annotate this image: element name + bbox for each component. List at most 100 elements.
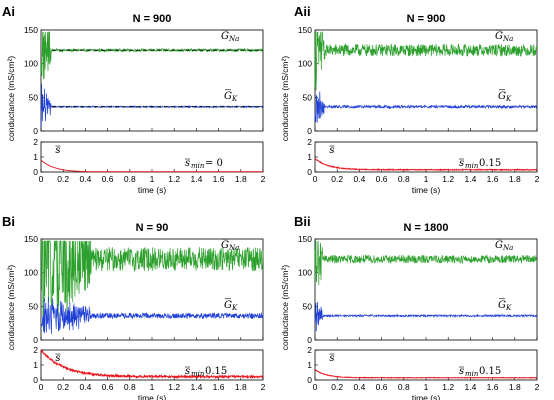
x-tick-label: 0.2 (331, 174, 343, 184)
label-s: s (329, 353, 335, 364)
inset-axes (314, 141, 538, 173)
label-gna-letter: G (495, 31, 503, 42)
x-tick-label: 1.2 (442, 174, 454, 184)
label-smin-letter: s (459, 158, 464, 169)
y-tick-label: 0 (33, 126, 38, 136)
x-tick-label: 0.6 (102, 174, 114, 184)
x-tick-label: 1.6 (213, 382, 225, 392)
y-axis-label: conductance (mS/cm²) (280, 265, 290, 351)
y-tick-label: 150 (298, 25, 312, 35)
x-tick-label: 1.6 (487, 382, 499, 392)
label-gna-letter: G (221, 31, 229, 42)
y-tick-label: 100 (298, 268, 312, 278)
x-tick-label: 0.8 (124, 174, 136, 184)
label-gk-letter: G (224, 91, 232, 102)
series-gk (314, 91, 538, 123)
x-tick-label: 1.4 (190, 382, 202, 392)
y-tick-label: 0 (307, 126, 312, 136)
y-tick-label: 100 (24, 59, 38, 69)
inset-y-tick-label: 1 (33, 152, 38, 162)
label-gk-letter: G (498, 300, 506, 311)
x-tick-label: 0.6 (376, 174, 388, 184)
x-tick-label: 1.2 (168, 174, 180, 184)
y-tick-label: 0 (33, 335, 38, 345)
x-tick-label: 2 (261, 382, 266, 392)
series-gk (40, 296, 264, 334)
main-axes (40, 29, 264, 132)
series-gna (40, 240, 264, 331)
x-tick-label: 0.8 (398, 382, 410, 392)
panel-title: N = 1800 (404, 222, 449, 234)
x-tick-label: 1.6 (213, 174, 225, 184)
x-tick-label: 1.8 (235, 382, 247, 392)
x-tick-label: 0.4 (79, 382, 91, 392)
x-tick-label: 0.8 (124, 382, 136, 392)
label-gna: G Na (221, 29, 239, 43)
x-tick-label: 0.8 (398, 174, 410, 184)
label-gna-sub: Na (502, 35, 513, 43)
label-smin-value: 0.15 (479, 366, 501, 377)
x-tick-label: 1 (150, 174, 155, 184)
x-tick-label: 1.8 (509, 382, 521, 392)
series-gna (314, 31, 538, 91)
label-smin-sub: min (465, 162, 479, 170)
inset-y-tick-label: 0 (33, 167, 38, 177)
x-tick-label: 1.8 (235, 174, 247, 184)
inset-y-tick-label: 1 (307, 360, 312, 370)
inset-y-tick-label: 2 (307, 137, 312, 147)
x-tick-label: 0.2 (331, 382, 343, 392)
y-tick-label: 150 (298, 234, 312, 244)
x-tick-label: 1.8 (509, 174, 521, 184)
x-tick-label: 1.4 (464, 382, 476, 392)
x-tick-label: 0.6 (376, 382, 388, 392)
label-gna: G Na (495, 238, 513, 252)
label-smin-value: 0.15 (205, 366, 227, 377)
x-tick-label: 0.2 (57, 174, 69, 184)
y-axis-label: conductance (mS/cm²) (6, 56, 16, 142)
label-gk-sub: K (231, 95, 238, 103)
x-tick-label: 1.6 (487, 174, 499, 184)
series-s (314, 158, 538, 172)
x-axis-label: time (s) (138, 393, 167, 400)
panel-letter: Bii (294, 214, 311, 229)
label-smin-letter: s (459, 366, 464, 377)
label-s-letter: s (329, 145, 334, 156)
y-tick-label: 100 (24, 268, 38, 278)
series-gk (314, 301, 538, 332)
label-gna: G Na (221, 238, 239, 252)
label-gna-letter: G (495, 240, 503, 251)
label-s: s (55, 353, 61, 364)
label-smin-sub: min (465, 370, 479, 378)
label-gna: G Na (495, 29, 513, 43)
x-tick-label: 2 (261, 174, 266, 184)
label-smin: s min = 0 (185, 158, 223, 170)
panel-letter: Ai (2, 4, 15, 19)
label-smin-value: 0.15 (479, 158, 501, 169)
inset-axes (40, 141, 264, 173)
label-smin-value: = 0 (205, 158, 223, 169)
panel-letter: Bi (2, 214, 15, 229)
series-gk (40, 83, 264, 128)
inset-y-tick-label: 0 (307, 167, 312, 177)
y-tick-label: 50 (29, 92, 39, 102)
label-s: s (55, 145, 61, 156)
x-tick-label: 0.2 (57, 382, 69, 392)
label-smin-sub: min (191, 370, 205, 378)
series-s (40, 349, 264, 380)
inset-y-tick-label: 2 (33, 137, 38, 147)
label-smin-letter: s (185, 366, 190, 377)
x-tick-label: 1.4 (190, 174, 202, 184)
label-s-letter: s (55, 353, 60, 364)
label-smin-letter: s (185, 158, 190, 169)
y-tick-label: 100 (298, 59, 312, 69)
label-gna-sub: Na (502, 244, 513, 252)
label-s: s (329, 145, 335, 156)
y-tick-label: 150 (24, 25, 38, 35)
panel-title: N = 900 (407, 13, 446, 25)
